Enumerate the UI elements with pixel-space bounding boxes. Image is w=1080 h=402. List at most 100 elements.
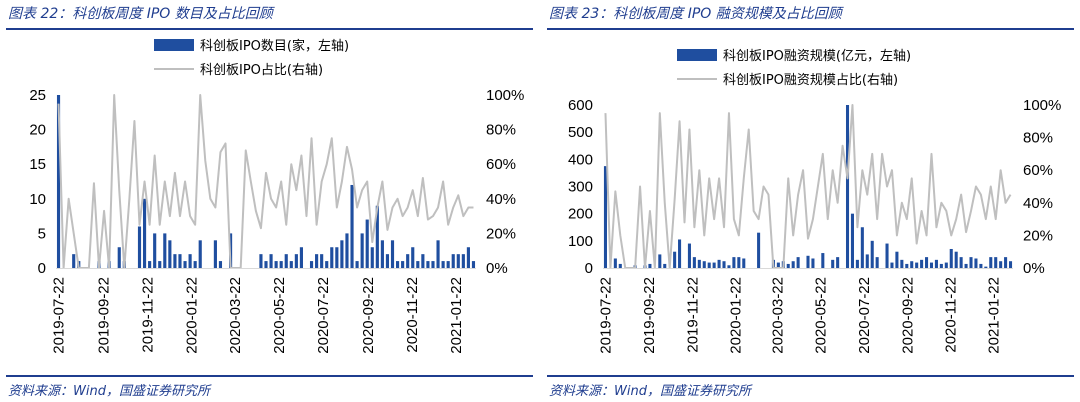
y-right-tick-label: 100%	[1023, 97, 1061, 114]
title-divider	[547, 28, 1074, 30]
source-note: 资料来源：Wind，国盛证券研究所	[549, 384, 751, 399]
y-left-tick-label: 300	[568, 179, 593, 196]
legend-line-label: 科创板IPO融资规模占比(右轴)	[723, 73, 898, 88]
bar	[340, 240, 344, 268]
bar	[446, 261, 450, 268]
bar	[436, 240, 440, 268]
y-right-tick-label: 20%	[486, 225, 516, 242]
bar	[855, 259, 859, 268]
bar	[380, 240, 384, 268]
bar	[791, 261, 795, 268]
bar	[375, 205, 379, 268]
y-right-tick-label: 20%	[1023, 227, 1053, 244]
bar	[618, 263, 622, 268]
bar	[330, 247, 334, 268]
bar	[279, 261, 283, 268]
bar	[885, 243, 889, 268]
y-right-tick-label: 40%	[486, 191, 516, 208]
bar	[289, 261, 293, 268]
share-line	[604, 104, 1012, 269]
x-tick-label: 2020-01-22	[184, 277, 201, 354]
legend-line-label: 科创板IPO占比(右轴)	[200, 63, 323, 78]
bar	[198, 240, 202, 268]
bar	[692, 257, 696, 268]
bar	[1004, 257, 1008, 268]
bar	[870, 240, 874, 268]
bar	[406, 254, 410, 268]
bar	[264, 261, 268, 268]
y-left-tick-label: 100	[568, 233, 593, 250]
x-tick-label: 2020-09-22	[900, 277, 917, 354]
bar	[687, 243, 691, 268]
x-tick-label: 2019-11-22	[139, 277, 156, 353]
bar	[72, 254, 76, 268]
y-left-tick-label: 15	[29, 156, 46, 173]
bar	[915, 262, 919, 268]
bar	[925, 257, 929, 268]
bar	[163, 233, 167, 268]
bar	[421, 254, 425, 268]
bar	[1009, 261, 1013, 268]
y-right-tick-label: 0%	[486, 260, 508, 277]
bar	[183, 261, 187, 268]
bar	[284, 254, 288, 268]
x-tick-label: 2019-07-22	[597, 277, 614, 354]
bar	[315, 254, 319, 268]
bar	[742, 258, 746, 268]
bar	[944, 262, 948, 268]
bar	[821, 253, 825, 268]
share-line	[57, 94, 474, 269]
bar	[137, 226, 142, 268]
bar	[416, 261, 420, 268]
bar	[411, 247, 415, 268]
x-tick-label: 2019-09-22	[95, 277, 112, 354]
bar	[658, 254, 662, 268]
y-right-tick-label: 80%	[486, 122, 516, 139]
bar	[451, 254, 455, 268]
bar	[168, 240, 172, 268]
source-note: 资料来源：Wind，国盛证券研究所	[8, 384, 210, 399]
x-tick-label: 2019-11-22	[684, 277, 701, 353]
bar	[153, 233, 157, 268]
bar	[989, 257, 993, 268]
y-left-tick-label: 10	[29, 191, 46, 208]
bar	[613, 258, 617, 268]
y-right-tick-label: 60%	[486, 156, 516, 173]
y-left-tick-label: 5	[38, 225, 46, 242]
bar	[441, 261, 445, 268]
bar	[390, 240, 395, 268]
bar	[117, 247, 121, 268]
bar	[325, 261, 329, 268]
source-divider	[547, 375, 1074, 377]
bar	[678, 239, 682, 268]
bar	[360, 233, 364, 268]
x-tick-label: 2020-05-22	[271, 277, 288, 354]
bar	[213, 240, 217, 268]
bar	[757, 232, 761, 268]
y-left-tick-label: 500	[568, 124, 593, 141]
bar	[964, 263, 968, 268]
bar	[875, 257, 879, 268]
bar	[178, 254, 182, 268]
bar	[218, 261, 223, 268]
bar	[910, 261, 914, 268]
bar	[320, 254, 324, 268]
x-tick-label: 2020-05-22	[813, 277, 830, 354]
ipo-count-chart: 0 5 10 15 20 25 0% 20% 40% 60% 80% 100% 2019-07-22 20…	[29, 38, 524, 354]
y-right-tick-label: 40%	[1023, 195, 1053, 212]
bar	[697, 259, 701, 268]
x-tick-label: 2020-03-22	[227, 277, 244, 354]
bar	[717, 259, 721, 268]
x-tick-label: 2019-07-22	[51, 277, 68, 354]
y-left-tick-label: 25	[29, 87, 46, 104]
bar	[663, 263, 667, 268]
x-tick-label: 2019-09-22	[641, 277, 658, 354]
bar	[722, 261, 726, 268]
bar	[954, 251, 958, 268]
bar	[193, 261, 197, 268]
x-tick-label: 2020-09-22	[360, 277, 377, 354]
x-tick-label: 2021-01-22	[448, 277, 465, 354]
bar	[984, 266, 988, 268]
bar	[860, 227, 864, 268]
bar	[737, 257, 741, 268]
